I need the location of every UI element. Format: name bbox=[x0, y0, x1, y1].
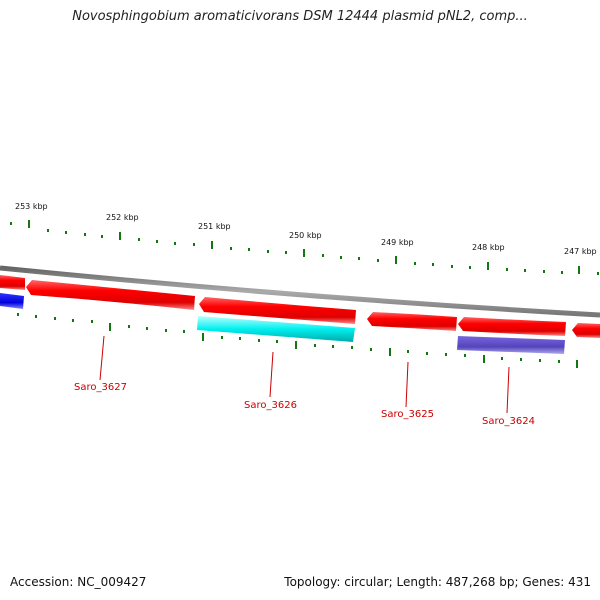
lower-tick-ring bbox=[17, 313, 578, 368]
kbp-label: 250 kbp bbox=[289, 231, 322, 240]
kbp-label: 249 kbp bbox=[381, 238, 414, 247]
gene-arrow-red bbox=[367, 312, 457, 331]
gene-arrow-red bbox=[0, 275, 25, 290]
gene-arrow-red bbox=[572, 323, 600, 338]
gene-block-purple bbox=[457, 336, 565, 354]
accession-text: Accession: NC_009427 bbox=[10, 575, 147, 589]
forward-genes bbox=[0, 275, 600, 338]
gene-labels: Saro_3627 Saro_3626 Saro_3625 Saro_3624 bbox=[74, 382, 535, 427]
gene-label-lines bbox=[99, 335, 510, 414]
gene-arrow-red bbox=[458, 317, 566, 336]
gene-block-cyan bbox=[197, 316, 355, 342]
gene-label-saro-3625: Saro_3625 bbox=[381, 409, 434, 420]
gene-block-blue bbox=[0, 293, 24, 309]
kbp-label: 247 kbp bbox=[564, 247, 597, 256]
kbp-label: 252 kbp bbox=[106, 213, 139, 222]
kbp-label: 253 kbp bbox=[15, 202, 48, 211]
kbp-label: 251 kbp bbox=[198, 222, 231, 231]
gene-label-saro-3624: Saro_3624 bbox=[482, 416, 535, 427]
reverse-genes bbox=[0, 293, 565, 354]
gene-label-saro-3627: Saro_3627 bbox=[74, 382, 127, 393]
topology-text: Topology: circular; Length: 487,268 bp; … bbox=[284, 575, 591, 589]
gene-label-saro-3626: Saro_3626 bbox=[244, 400, 297, 411]
kbp-labels: 253 kbp 252 kbp 251 kbp 250 kbp 249 kbp … bbox=[15, 202, 597, 256]
gene-arrow-red bbox=[26, 280, 195, 310]
upper-tick-ring bbox=[10, 220, 599, 275]
map-title: Novosphingobium aromaticivorans DSM 1244… bbox=[72, 9, 528, 24]
backbone-ring bbox=[0, 265, 600, 318]
gene-arrow-red bbox=[199, 297, 356, 324]
kbp-label: 248 kbp bbox=[472, 243, 505, 252]
